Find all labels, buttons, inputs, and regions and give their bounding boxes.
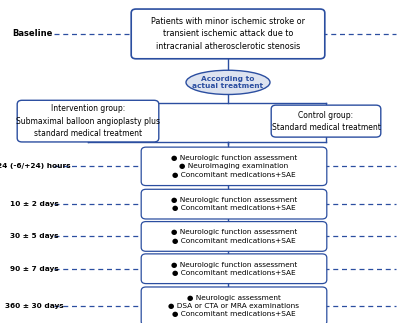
Text: ● Neurologic function assessment
● Neuroimaging examination
● Concomitant medica: ● Neurologic function assessment ● Neuro… xyxy=(171,155,297,178)
FancyBboxPatch shape xyxy=(141,287,327,323)
Text: 24 (-6/+24) hours: 24 (-6/+24) hours xyxy=(0,163,71,169)
Text: 90 ± 7 days: 90 ± 7 days xyxy=(10,266,58,272)
Text: Control group:
Standard medical treatment: Control group: Standard medical treatmen… xyxy=(272,110,380,132)
Text: Intervention group:
Submaximal balloon angioplasty plus
standard medical treatme: Intervention group: Submaximal balloon a… xyxy=(16,104,160,138)
Text: ● Neurologic function assessment
● Concomitant medications+SAE: ● Neurologic function assessment ● Conco… xyxy=(171,262,297,276)
FancyBboxPatch shape xyxy=(141,147,327,185)
Text: 10 ± 2 days: 10 ± 2 days xyxy=(10,201,58,207)
FancyBboxPatch shape xyxy=(141,254,327,284)
FancyBboxPatch shape xyxy=(141,222,327,251)
Text: ● Neurologic function assessment
● Concomitant medications+SAE: ● Neurologic function assessment ● Conco… xyxy=(171,197,297,211)
FancyBboxPatch shape xyxy=(271,105,381,137)
Ellipse shape xyxy=(186,70,270,94)
Text: 30 ± 5 days: 30 ± 5 days xyxy=(10,234,58,239)
Text: 360 ± 30 days: 360 ± 30 days xyxy=(5,303,63,309)
Text: ● Neurologic function assessment
● Concomitant medications+SAE: ● Neurologic function assessment ● Conco… xyxy=(171,229,297,244)
FancyBboxPatch shape xyxy=(131,9,325,59)
FancyBboxPatch shape xyxy=(141,189,327,219)
Text: According to
actual treatment: According to actual treatment xyxy=(192,76,264,89)
Text: ● Neurologic assessment
● DSA or CTA or MRA examinations
● Concomitant medicatio: ● Neurologic assessment ● DSA or CTA or … xyxy=(168,295,300,318)
Text: Baseline: Baseline xyxy=(12,29,52,38)
FancyBboxPatch shape xyxy=(17,100,159,142)
Text: Patients with minor ischemic stroke or
transient ischemic attack due to
intracra: Patients with minor ischemic stroke or t… xyxy=(151,17,305,51)
